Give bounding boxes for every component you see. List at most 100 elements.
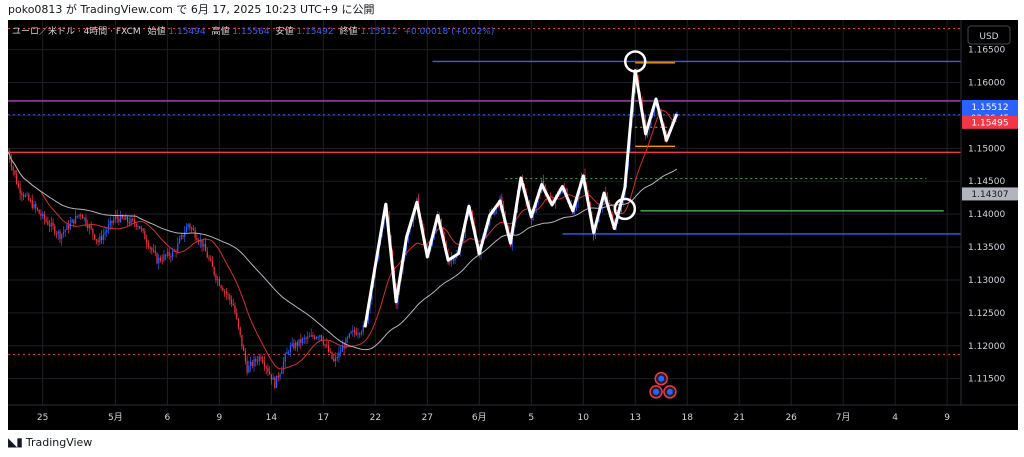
candle-body [321,335,323,341]
candle-body [130,218,132,224]
time-tick-label: 6 [165,413,171,423]
candle-body [343,346,345,349]
price-tick-label: 1.16000 [968,79,1005,89]
candle-body [185,226,188,233]
candle-body [201,239,203,247]
candle-body [166,251,169,256]
tv-logo-icon: ◣▮ [8,435,23,449]
candle-body [163,254,165,261]
candle-body [22,195,25,197]
candle-body [74,215,77,224]
candle-body [326,344,328,346]
time-tick-label: 18 [682,413,694,423]
annotations [613,50,647,221]
candle-body [340,351,342,353]
candle-body [133,219,136,224]
chart-area[interactable]: ユーロ／米ドル · 4時間 · FXCM 始値 1.15494 高値 1.155… [7,20,1018,430]
candle-body [218,279,220,286]
candle-body [360,331,363,334]
tv-brand: TradingView [25,435,93,449]
legend-low: 1.15492 [296,27,333,37]
candle-body [357,333,359,335]
price-tick-label: 1.12000 [968,342,1005,352]
candle-body [120,215,122,222]
candle-body [35,203,37,209]
candle-body [158,257,160,264]
candle-body [85,217,87,225]
candle-body [267,368,269,372]
candle-body [64,229,66,232]
candle-body [206,251,208,258]
candle-body [125,216,127,220]
candle-body [327,345,330,352]
candle-body [286,352,288,355]
candle-body [29,200,32,201]
candle-body [454,257,456,261]
candle-body [71,219,73,223]
event-markers[interactable] [649,371,677,399]
candle-body [199,239,201,243]
candle-body [338,351,340,358]
candle-body [159,257,162,261]
time-tick-label: 6月 [472,412,487,423]
candle-body [126,216,129,222]
candle-body [33,203,35,209]
time-axis[interactable]: 25 5月 6 9 14 17 22 27 6月 5 10 13 18 21 26 7月 4 9 [37,412,950,423]
zigzag-line [363,69,679,328]
legend-symbol: ユーロ／米ドル · 4時間 · FXCM [12,25,141,37]
candle-body [26,194,28,196]
price-tick-label: 1.14500 [968,177,1005,187]
candle-body [284,354,286,362]
ohlc-legend: ユーロ／米ドル · 4時間 · FXCM 始値 1.15494 高値 1.155… [12,25,494,37]
candle-body [229,295,231,300]
candle-body [315,337,318,339]
tradingview-logo[interactable]: ◣▮ TradingView [8,435,92,449]
candle-body [59,231,61,240]
candle-body [208,257,210,260]
candle-body [102,234,104,240]
candle-body [258,356,260,362]
candle-body [293,343,295,349]
price-chart[interactable]: ユーロ／米ドル · 4時間 · FXCM 始値 1.15494 高値 1.155… [7,20,1018,430]
candle-body [57,231,59,234]
candle-body [244,351,246,361]
candle-body [55,233,58,235]
candle-body [149,247,151,249]
candle-body [62,231,65,234]
candle-body [170,255,172,257]
candle-body [97,240,99,243]
candle-body [42,213,44,217]
candle-body [24,194,26,197]
price-tick-label: 1.11500 [968,375,1005,385]
time-tick-label: 13 [630,413,641,423]
candle-body [301,338,304,344]
currency-button[interactable] [967,25,1011,45]
candle-body [331,351,333,359]
time-tick-label: 4 [892,413,898,423]
candle-body [116,215,118,219]
candle-body [307,336,309,339]
candle-body [19,187,21,194]
candle-body [113,219,115,223]
candle-body [237,318,240,328]
candle-body [263,362,266,367]
candle-body [314,336,316,339]
candle-body [135,223,137,227]
legend-high-label: 高値 [212,25,230,37]
candle-body [329,351,331,353]
candle-body [575,201,577,208]
price-axis[interactable]: USD [960,20,1011,405]
event-icon-core [658,375,665,382]
candle-body [296,342,298,346]
candle-body [161,260,163,262]
candle-body [246,360,248,373]
legend-close-label: 終値 [339,25,357,37]
candle-body [341,346,344,352]
candle-body [47,221,49,225]
legend-change: +0.00018 (+0.02%) [403,27,494,37]
candle-body [620,205,622,213]
candle-body [147,243,149,248]
candle-body [319,335,321,338]
candle-body [353,330,356,333]
moving-averages [7,110,678,370]
